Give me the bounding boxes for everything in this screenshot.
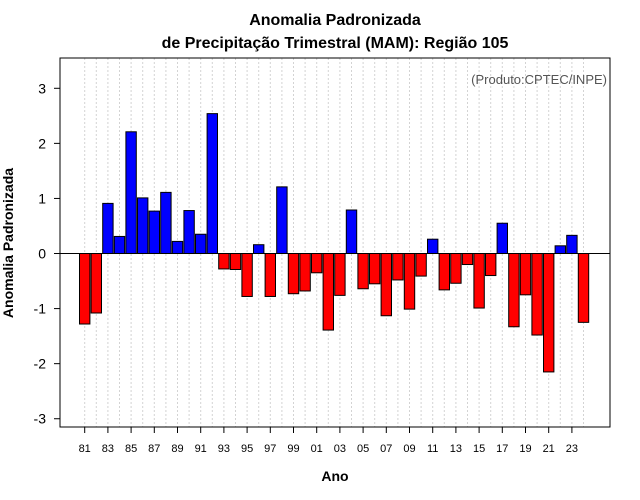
x-tick-label: 07 xyxy=(380,443,392,455)
bar-16 xyxy=(485,253,497,277)
bar-88 xyxy=(160,191,172,255)
bar-08 xyxy=(392,253,404,281)
y-tick-label: 3 xyxy=(38,80,46,96)
y-tick-label: 2 xyxy=(38,135,46,151)
bar-86 xyxy=(137,197,149,255)
x-tick-label: 13 xyxy=(450,443,462,455)
bar-11 xyxy=(427,238,439,255)
y-tick-label: -3 xyxy=(34,411,47,427)
x-tick-label: 17 xyxy=(496,443,508,455)
bar-23 xyxy=(566,234,578,255)
bar-14 xyxy=(461,253,474,266)
bar-99 xyxy=(287,253,300,295)
x-tick-label: 03 xyxy=(334,443,346,455)
y-axis-label: Anomalia Padronizada xyxy=(0,168,16,318)
bar-83 xyxy=(102,202,114,255)
bar-20 xyxy=(531,253,543,336)
bar-91 xyxy=(195,233,207,255)
bar-15 xyxy=(473,253,485,309)
x-tick-label: 99 xyxy=(287,443,299,455)
bar-94 xyxy=(229,253,242,270)
bar-00 xyxy=(299,253,311,292)
bar-93 xyxy=(218,253,230,270)
x-tick-label: 11 xyxy=(427,443,438,455)
x-tick-label: 21 xyxy=(543,443,555,455)
bars xyxy=(79,113,590,373)
bar-07 xyxy=(380,253,393,317)
bar-04 xyxy=(345,209,358,255)
bar-18 xyxy=(508,253,520,328)
bar-82 xyxy=(90,253,102,314)
bar-81 xyxy=(79,253,91,325)
bar-24 xyxy=(577,253,590,323)
x-tick-label: 89 xyxy=(171,443,183,455)
bar-85 xyxy=(125,131,137,255)
bar-09 xyxy=(403,253,416,310)
x-tick-label: 01 xyxy=(311,443,323,455)
bar-02 xyxy=(322,253,335,331)
bar-84 xyxy=(113,235,126,255)
y-tick-label: 1 xyxy=(38,190,46,206)
x-tick-label: 95 xyxy=(241,443,253,455)
x-tick-label: 19 xyxy=(519,443,531,455)
chart-title-line2: de Precipitação Trimestral (MAM): Região… xyxy=(162,35,509,52)
bar-13 xyxy=(450,253,462,284)
bar-96 xyxy=(253,244,265,255)
bar-06 xyxy=(369,253,381,285)
bar-98 xyxy=(276,186,288,255)
bar-92 xyxy=(206,113,219,255)
x-tick-label: 15 xyxy=(473,443,485,455)
bar-01 xyxy=(311,253,323,274)
bar-21 xyxy=(543,253,555,373)
bar-05 xyxy=(357,253,369,290)
bar-10 xyxy=(415,253,427,277)
bar-03 xyxy=(334,253,346,296)
y-tick-label: 0 xyxy=(38,246,46,262)
bar-97 xyxy=(264,253,277,297)
bar-95 xyxy=(241,253,253,297)
chart-title-line1: Anomalia Padronizada xyxy=(249,12,421,29)
x-axis: 81 83 85 87 89 91 93 95 97 99 01 03 05 07 09 11 13 15 17 19… xyxy=(79,427,578,455)
x-tick-label: 23 xyxy=(566,443,578,455)
bar-12 xyxy=(438,253,451,291)
x-axis-label: Ano xyxy=(321,468,348,484)
x-tick-label: 93 xyxy=(218,443,230,455)
bar-22 xyxy=(554,245,566,255)
x-tick-label: 85 xyxy=(125,443,137,455)
bar-89 xyxy=(171,240,184,255)
bar-87 xyxy=(148,210,161,255)
x-tick-label: 97 xyxy=(264,443,276,455)
y-tick-label: -2 xyxy=(34,356,47,372)
plot-frame xyxy=(59,57,611,428)
x-tick-label: 81 xyxy=(79,443,91,455)
y-axis: -3 -2 -1 0 1 2 3 xyxy=(34,80,60,427)
bar-19 xyxy=(519,253,532,296)
x-tick-label: 87 xyxy=(148,443,160,455)
x-tick-label: 83 xyxy=(102,443,114,455)
y-tick-label: -1 xyxy=(34,301,47,317)
credit-label: (Produto:CPTEC/INPE) xyxy=(471,72,607,87)
x-tick-label: 91 xyxy=(195,443,207,455)
bar-90 xyxy=(183,210,195,255)
x-tick-label: 09 xyxy=(403,443,415,455)
x-tick-label: 05 xyxy=(357,443,369,455)
bar-17 xyxy=(496,222,509,255)
